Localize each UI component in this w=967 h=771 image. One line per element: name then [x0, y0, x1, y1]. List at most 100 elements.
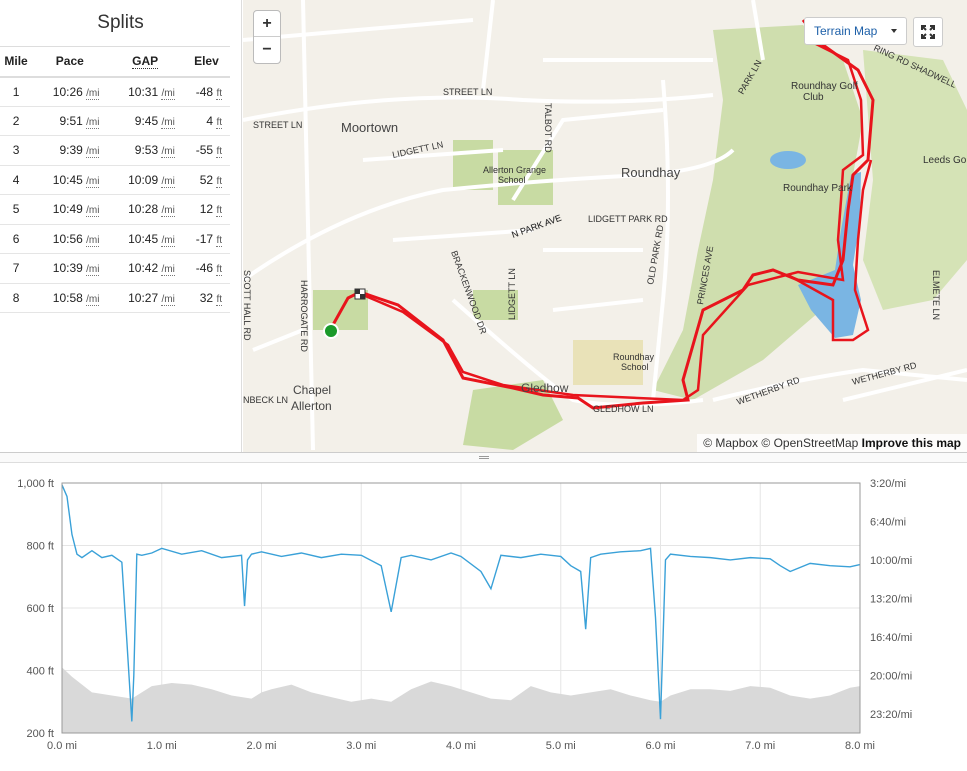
split-mile-value: 3 — [12, 143, 20, 158]
split-elev-unit: ft — [216, 175, 222, 188]
attribution-mapbox[interactable]: © Mapbox — [703, 436, 759, 450]
x-tick-label: 1.0 mi — [147, 740, 177, 752]
split-gap: 10:09 /mi — [107, 165, 183, 195]
start-marker[interactable] — [323, 323, 339, 339]
split-gap-value: 10:42 — [128, 261, 159, 276]
finish-marker-check — [355, 289, 360, 294]
header-gap[interactable]: GAP — [107, 46, 183, 78]
split-elev: 32 ft — [182, 283, 230, 313]
split-gap-unit: /mi — [161, 293, 175, 306]
splits-title: Splits — [97, 12, 144, 33]
split-gap-unit: /mi — [161, 205, 175, 218]
split-row[interactable]: 8 10:58 /mi 10:27 /mi 32 ft — [0, 283, 230, 313]
x-tick-label: 4.0 mi — [446, 740, 476, 752]
split-mile: 1 — [0, 76, 33, 107]
route-map[interactable]: Moortown Roundhay Roundhay Golf Club Leeds G… — [243, 0, 967, 452]
split-row[interactable]: 2 9:51 /mi 9:45 /mi 4 ft — [0, 106, 230, 136]
y2-tick-label: 3:20/mi — [870, 478, 906, 490]
split-row[interactable]: 6 10:56 /mi 10:45 /mi -17 ft — [0, 224, 230, 254]
map-label: GLEDHOW LN — [593, 404, 654, 414]
map-label: Club — [803, 92, 824, 103]
header-mile: Mile — [0, 46, 33, 78]
splits-header-row: Mile Pace GAP Elev — [0, 46, 230, 78]
grip-icon — [479, 456, 489, 459]
map-label: Moortown — [341, 120, 398, 135]
pond — [770, 151, 806, 169]
split-mile-value: 8 — [12, 290, 20, 305]
split-pace: 10:49 /mi — [32, 194, 108, 225]
split-pace-unit: /mi — [86, 116, 100, 129]
split-mile: 3 — [0, 135, 33, 166]
park-area — [863, 50, 967, 310]
y-tick-label: 400 ft — [26, 666, 54, 678]
split-elev: -48 ft — [182, 76, 230, 107]
split-gap: 10:42 /mi — [107, 253, 183, 284]
split-gap-unit: /mi — [161, 175, 175, 188]
x-tick-label: 7.0 mi — [745, 740, 775, 752]
split-elev: -46 ft — [182, 253, 230, 284]
split-pace: 10:45 /mi — [32, 165, 108, 195]
splits-body: 1 10:26 /mi 10:31 /mi -48 ft 2 9:51 /mi 9:45 /… — [0, 76, 230, 313]
route-line — [362, 38, 865, 402]
split-gap-value: 10:45 — [128, 231, 159, 246]
split-gap-value: 10:09 — [128, 172, 159, 187]
y2-tick-label: 23:20/mi — [870, 709, 912, 721]
split-row[interactable]: 3 9:39 /mi 9:53 /mi -55 ft — [0, 135, 230, 166]
terrain-map-label: Terrain Map — [814, 24, 878, 38]
split-mile: 5 — [0, 194, 33, 225]
y-tick-label: 1,000 ft — [17, 478, 54, 490]
attribution-improve[interactable]: Improve this map — [861, 436, 961, 450]
split-row[interactable]: 5 10:49 /mi 10:28 /mi 12 ft — [0, 194, 230, 225]
terrain-map-dropdown[interactable]: Terrain Map — [804, 17, 907, 45]
route-line — [327, 19, 875, 410]
map-label: Allerton Grange — [483, 165, 546, 175]
x-tick-label: 0.0 mi — [47, 740, 77, 752]
y-tick-label: 200 ft — [26, 728, 54, 740]
split-elev: -17 ft — [182, 224, 230, 254]
split-mile: 7 — [0, 253, 33, 284]
split-pace: 9:39 /mi — [32, 135, 108, 166]
split-row[interactable]: 1 10:26 /mi 10:31 /mi -48 ft — [0, 76, 230, 107]
route-line — [787, 159, 873, 342]
split-row[interactable]: 4 10:45 /mi 10:09 /mi 52 ft — [0, 165, 230, 195]
zoom-control: + − — [253, 10, 281, 64]
split-row[interactable]: 7 10:39 /mi 10:42 /mi -46 ft — [0, 253, 230, 284]
split-elev: 4 ft — [182, 106, 230, 136]
split-pace-value: 10:49 — [52, 202, 83, 217]
split-elev-unit: ft — [216, 234, 222, 247]
map-label: N PARK AVE — [510, 213, 562, 240]
split-pace: 10:58 /mi — [32, 283, 108, 313]
streets — [243, 0, 967, 451]
split-gap: 10:31 /mi — [107, 76, 183, 107]
split-pace-unit: /mi — [86, 175, 100, 188]
split-elev-unit: ft — [216, 293, 222, 306]
fullscreen-button[interactable] — [913, 17, 943, 47]
elevation-pace-chart[interactable]: 1,000 ft 800 ft 600 ft 400 ft 200 ft 3:20/mi… — [0, 463, 967, 771]
split-mile-value: 1 — [12, 84, 20, 99]
map-label: LIDGETT PARK RD — [588, 214, 668, 224]
map-attribution: © Mapbox © OpenStreetMap Improve this ma… — [697, 434, 967, 452]
map-label: Chapel — [293, 383, 331, 397]
y-axis-left: 1,000 ft 800 ft 600 ft 400 ft 200 ft — [17, 478, 54, 740]
map-label: NBECK LN — [243, 395, 288, 405]
panel-resize-handle[interactable] — [0, 452, 967, 463]
header-gap-label[interactable]: GAP — [132, 54, 159, 70]
split-mile: 2 — [0, 106, 33, 136]
split-pace-value: 10:39 — [52, 261, 83, 276]
split-mile-value: 6 — [12, 231, 20, 246]
split-pace-unit: /mi — [86, 205, 100, 218]
attribution-osm[interactable]: © OpenStreetMap — [761, 436, 859, 450]
y-axis-right: 3:20/mi 6:40/mi 10:00/mi 13:20/mi 16:40/mi 20… — [870, 478, 912, 721]
park-area — [453, 140, 493, 190]
split-gap: 10:28 /mi — [107, 194, 183, 225]
split-gap: 9:45 /mi — [107, 106, 183, 136]
zoom-in-button[interactable]: + — [254, 11, 280, 37]
split-elev-unit: ft — [216, 264, 222, 277]
zoom-out-button[interactable]: − — [262, 41, 272, 58]
park-area — [463, 380, 563, 450]
map-label: Roundhay Park — [783, 183, 853, 194]
split-gap-value: 9:45 — [134, 113, 159, 128]
split-pace-unit: /mi — [86, 87, 100, 100]
split-pace-unit: /mi — [86, 234, 100, 247]
